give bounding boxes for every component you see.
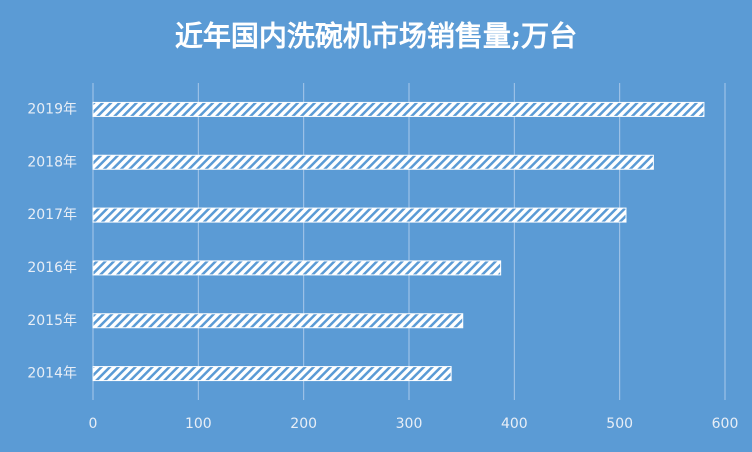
bar	[92, 101, 705, 117]
x-tick-label: 300	[396, 416, 423, 432]
bar	[92, 313, 464, 329]
x-tick-label: 500	[606, 416, 633, 432]
y-tick-label: 2015年	[27, 313, 77, 329]
y-tick-label: 2018年	[27, 154, 77, 170]
y-tick-label: 2014年	[27, 366, 77, 382]
x-tick-label: 100	[185, 416, 212, 432]
y-tick-label: 2016年	[27, 260, 77, 276]
bar	[92, 154, 654, 170]
bar	[92, 260, 502, 276]
bar	[92, 207, 627, 223]
chart-title: 近年国内洗碗机市场销售量;万台	[175, 20, 577, 53]
bar	[92, 366, 452, 382]
x-tick-label: 400	[501, 416, 528, 432]
y-tick-label: 2017年	[27, 207, 77, 223]
y-tick-label: 2019年	[27, 101, 77, 117]
x-tick-label: 0	[89, 416, 98, 432]
x-tick-label: 600	[712, 416, 739, 432]
x-tick-label: 200	[290, 416, 317, 432]
